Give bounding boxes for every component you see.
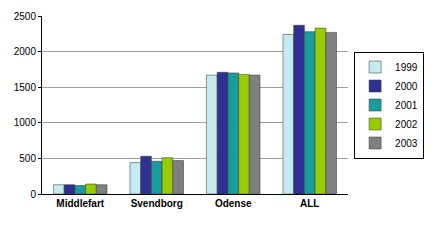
svg-text:0: 0 (30, 189, 36, 200)
svg-text:Svendborg: Svendborg (131, 198, 183, 209)
svg-text:2003: 2003 (395, 138, 418, 149)
svg-text:2000: 2000 (14, 46, 37, 57)
svg-text:1500: 1500 (14, 82, 37, 93)
svg-text:Odense: Odense (215, 198, 252, 209)
svg-text:1000: 1000 (14, 117, 37, 128)
svg-text:ALL: ALL (300, 198, 319, 209)
svg-text:500: 500 (19, 153, 36, 164)
svg-text:2001: 2001 (395, 100, 418, 111)
svg-text:1999: 1999 (395, 62, 418, 73)
svg-text:2500: 2500 (14, 11, 37, 22)
svg-text:Middlefart: Middlefart (56, 198, 104, 209)
svg-text:2000: 2000 (395, 81, 418, 92)
svg-text:2002: 2002 (395, 119, 418, 130)
